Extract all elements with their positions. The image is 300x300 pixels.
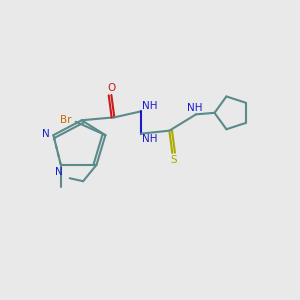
Text: S: S bbox=[170, 154, 177, 164]
Text: NH: NH bbox=[187, 103, 202, 113]
Text: Br: Br bbox=[59, 115, 71, 125]
Text: NH: NH bbox=[142, 101, 157, 111]
Text: O: O bbox=[107, 83, 116, 94]
Text: N: N bbox=[56, 167, 63, 177]
Text: N: N bbox=[42, 129, 50, 139]
Text: NH: NH bbox=[142, 134, 157, 144]
